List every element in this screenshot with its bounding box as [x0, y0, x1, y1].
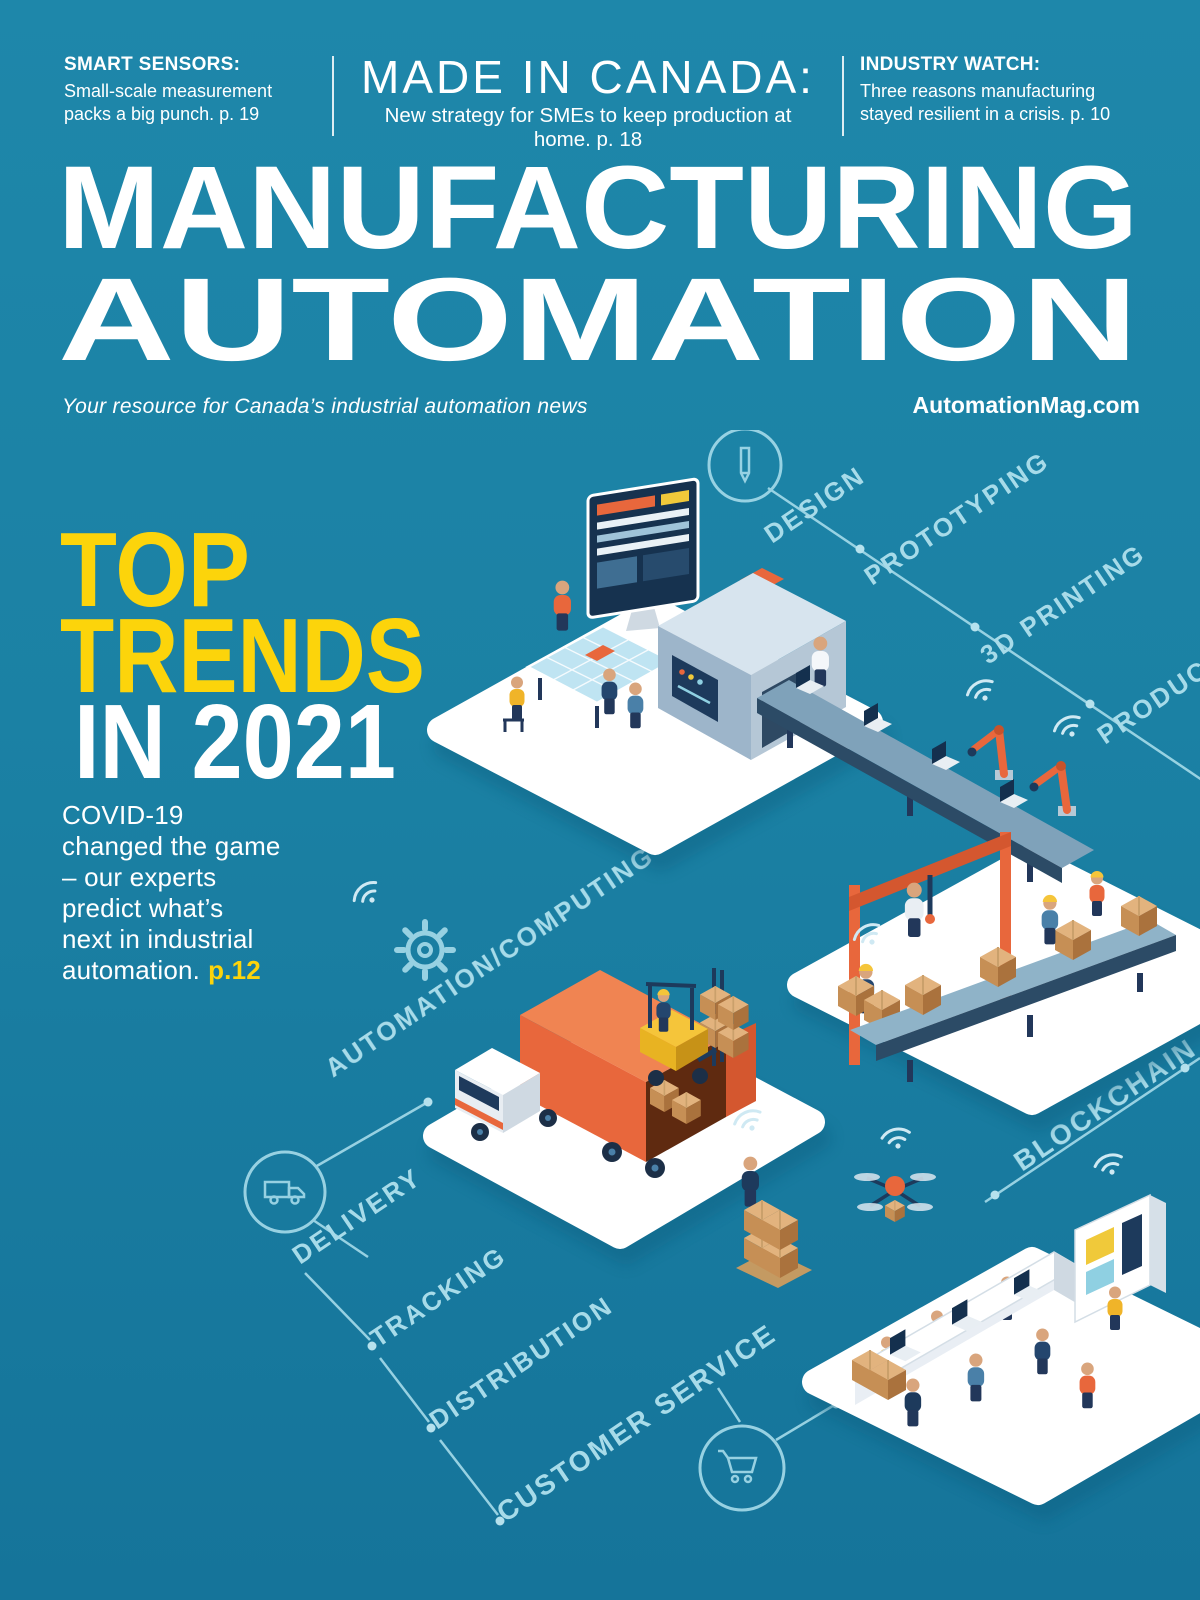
divider	[842, 56, 844, 136]
flow-line	[716, 1387, 742, 1423]
masthead: MANUFACTURING AUTOMATION	[58, 156, 1138, 386]
monitor	[586, 477, 700, 631]
cover-illustration: DESIGN PROTOTYPING 3D PRINTING PRODUCTIO…	[243, 430, 1200, 1528]
cardboard-box	[884, 1199, 906, 1223]
label-design: DESIGN	[759, 460, 871, 549]
flow-dots	[367, 544, 1190, 1526]
topbar-item-made-in-canada: MADE IN CANADA: New strategy for SMEs to…	[350, 54, 826, 152]
wifi-icon	[348, 876, 386, 913]
topbar-body: Three reasons manufacturing stayed resil…	[860, 81, 1111, 124]
topbar-body: Small-scale measurement packs a big punc…	[64, 81, 273, 124]
feature-dek: COVID-19 changed the game – our experts …	[62, 800, 281, 985]
laptop	[1000, 779, 1028, 808]
customer-service-ring	[698, 1424, 786, 1512]
topbar-title: MADE IN CANADA:	[361, 51, 815, 103]
flow-line	[984, 1056, 1200, 1204]
flow-line	[767, 486, 1200, 781]
assembly-area	[837, 832, 1176, 1082]
gantry	[849, 832, 1011, 1065]
platform-retail	[802, 1247, 1200, 1505]
masthead-line1: MANUFACTURING	[58, 156, 1138, 274]
wifi-icon	[879, 1125, 914, 1153]
label-delivery: DELIVERY	[287, 1162, 427, 1270]
masthead-line2: AUTOMATION	[58, 254, 1138, 386]
flow-line	[312, 1218, 369, 1259]
topbar-title: SMART SENSORS:	[64, 54, 241, 75]
worker-scanning	[741, 1156, 759, 1207]
pallet-stack	[736, 1199, 812, 1288]
chair	[503, 718, 524, 732]
label-prototyping: PROTOTYPING	[859, 445, 1055, 591]
wifi-icon	[1091, 1149, 1128, 1181]
delivery-drone	[854, 1125, 936, 1223]
delivery-area	[455, 968, 936, 1288]
topbar-title: INDUSTRY WATCH:	[860, 54, 1041, 75]
robot-arm	[1029, 761, 1076, 816]
tagline: Your resource for Canada’s industrial au…	[62, 395, 588, 418]
tagline-row: Your resource for Canada’s industrial au…	[62, 392, 1140, 419]
windshield	[459, 1076, 499, 1111]
label-production: PRODUCTION	[1092, 613, 1200, 750]
feature-title-top: TOP	[60, 522, 250, 629]
shopping-cart-icon	[718, 1449, 758, 1484]
wifi-icon	[1050, 710, 1088, 745]
flow-line	[379, 1357, 430, 1423]
person-presenter	[553, 580, 571, 631]
design-ring	[707, 430, 783, 503]
label-tracking: TRACKING	[365, 1240, 512, 1353]
page-reference: p.12	[208, 955, 261, 985]
topbar: SMART SENSORS: Small-scale measurement p…	[0, 54, 1200, 152]
delivery-ring	[243, 1150, 327, 1234]
truck-icon	[263, 1180, 306, 1205]
robot-arm	[967, 725, 1013, 780]
pencil-icon	[739, 446, 751, 484]
feature-title: TOP TRENDS IN 2021	[60, 522, 425, 801]
customer-service-area	[348, 876, 1166, 1427]
topbar-item-smart-sensors: SMART SENSORS: Small-scale measurement p…	[64, 54, 316, 126]
machine-panel	[672, 655, 718, 722]
topbar-item-industry-watch: INDUSTRY WATCH: Three reasons manufactur…	[860, 54, 1148, 126]
website-url[interactable]: AutomationMag.com	[912, 392, 1140, 418]
process-flow	[243, 430, 1200, 1526]
conveyor-boxes	[850, 895, 1176, 1082]
wheel-hubs	[477, 1115, 659, 1172]
flow-line	[304, 1272, 371, 1341]
display-kiosk	[1074, 1149, 1166, 1324]
divider	[332, 56, 334, 136]
feature-title-trends: TRENDS	[60, 597, 425, 715]
gear-icon	[394, 919, 456, 981]
forklift	[640, 968, 750, 1086]
flow-line	[439, 1439, 499, 1516]
laptop	[932, 741, 960, 770]
label-3d-printing: 3D PRINTING	[975, 538, 1151, 670]
flow-line	[314, 1100, 429, 1169]
topbar-body: New strategy for SMEs to keep production…	[384, 104, 792, 151]
label-distribution: DISTRIBUTION	[424, 1290, 619, 1435]
conveyor-laptops	[757, 665, 1094, 883]
wifi-icon	[963, 674, 1001, 709]
feature-title-in-2021: IN 2021	[74, 683, 396, 801]
